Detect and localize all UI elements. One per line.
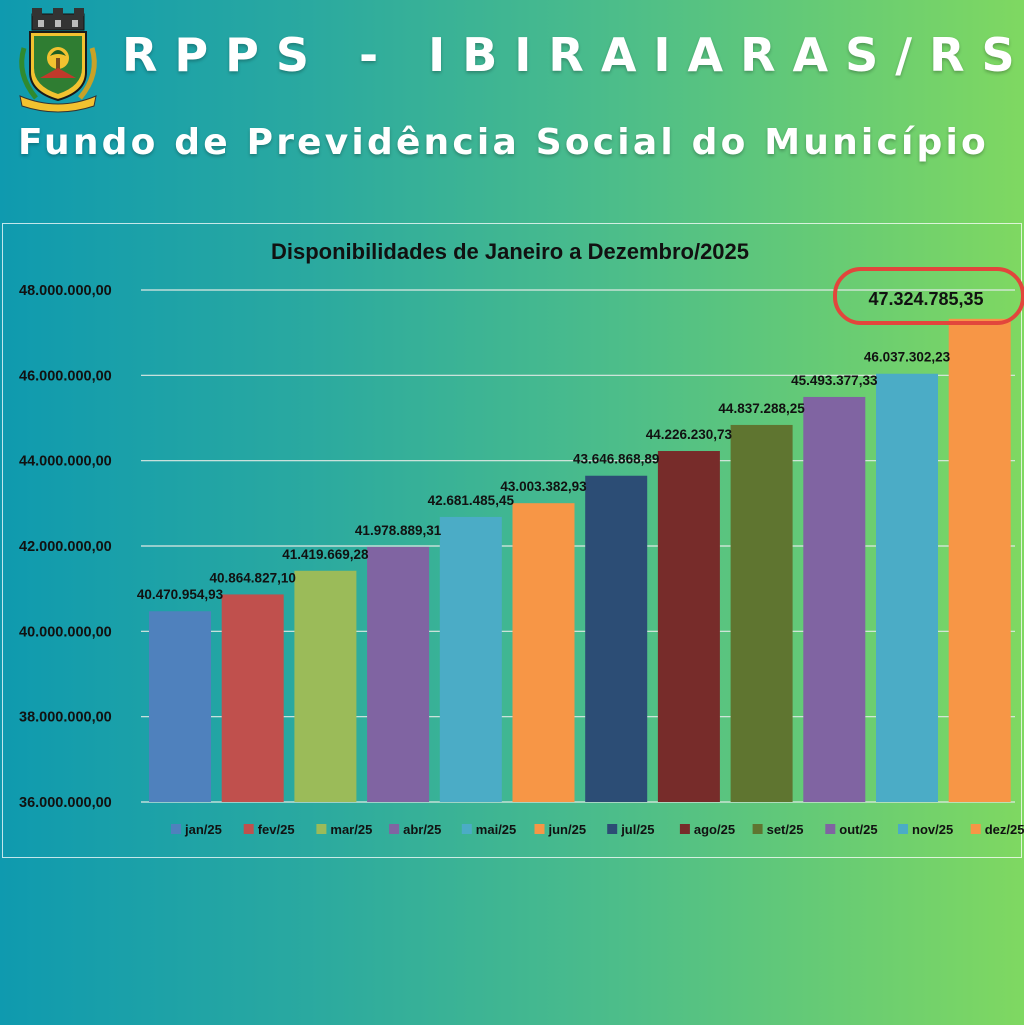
data-label: 43.003.382,93	[500, 479, 587, 494]
bar-jun-25	[512, 503, 575, 802]
page-subtitle: Fundo de Previdência Social do Município	[18, 122, 989, 163]
legend-swatch	[970, 824, 981, 834]
legend-label: fev/25	[258, 822, 295, 837]
crown-icon	[31, 8, 85, 31]
data-label: 46.037.302,23	[864, 350, 951, 365]
legend-swatch	[825, 824, 836, 834]
legend-label: jan/25	[184, 822, 222, 837]
legend-label: mar/25	[330, 822, 372, 837]
data-label: 47.324.785,35	[868, 289, 983, 309]
bar-mar-25	[294, 570, 357, 802]
legend-swatch	[461, 824, 472, 834]
legend-label: set/25	[767, 822, 804, 837]
legend: jan/25 fev/25 mar/25 abr/25 mai/25 jun/25 jul/…	[171, 822, 1024, 837]
ribbon-icon	[19, 95, 97, 113]
y-axis: 36.000.000,00 38.000.000,00 40.000.000,00 4…	[19, 283, 112, 811]
legend-label: mai/25	[476, 822, 516, 837]
coat-of-arms-logo	[19, 8, 97, 113]
data-label: 40.864.827,10	[210, 570, 296, 585]
data-labels: 40.470.954,93 40.864.827,10 41.419.669,28 4…	[137, 267, 1024, 602]
data-label: 45.493.377,33	[791, 373, 878, 388]
legend-swatch	[316, 824, 327, 834]
legend-swatch	[752, 824, 763, 834]
bar-fev-25	[221, 594, 284, 802]
legend-swatch	[679, 824, 690, 834]
y-tick-label: 48.000.000,00	[19, 283, 112, 299]
laurel-icon	[19, 47, 97, 100]
chart-frame: Disponibilidades de Janeiro a Dezembro/2…	[2, 223, 1024, 858]
shield-icon	[29, 31, 87, 102]
bar-jul-25	[585, 475, 648, 802]
legend-swatch	[171, 824, 181, 834]
bar-nov-25	[876, 373, 938, 802]
bar-ago-25	[657, 451, 720, 802]
legend-swatch	[243, 824, 254, 834]
legend-swatch	[534, 824, 545, 834]
data-label: 42.681.485,45	[428, 493, 515, 508]
bar-set-25	[730, 424, 793, 802]
gridlines	[141, 289, 1015, 803]
legend-swatch	[898, 824, 908, 834]
bar-dez-25	[948, 318, 1011, 802]
data-label: 40.470.954,93	[137, 587, 224, 602]
bar-mai-25	[439, 516, 502, 802]
legend-label: nov/25	[912, 822, 953, 837]
legend-label: abr/25	[403, 822, 441, 837]
data-label: 43.646.868,89	[573, 452, 659, 467]
bar-out-25	[803, 396, 866, 802]
legend-swatch	[607, 824, 618, 834]
legend-label: jul/25	[620, 822, 654, 837]
y-tick-label: 38.000.000,00	[19, 710, 112, 726]
highlight-ring	[833, 267, 1024, 325]
data-label: 44.226.230,73	[646, 427, 733, 442]
bar-jan-25	[149, 611, 211, 802]
bars	[149, 318, 1011, 802]
y-tick-label: 44.000.000,00	[19, 454, 112, 470]
data-label: 44.837.288,25	[718, 401, 805, 416]
y-tick-label: 46.000.000,00	[19, 368, 112, 384]
page-title: RPPS - IBIRAIARAS/RS	[122, 28, 1024, 82]
legend-label: out/25	[839, 822, 877, 837]
legend-swatch	[389, 824, 400, 834]
chart-title: Disponibilidades de Janeiro a Dezembro/2…	[271, 239, 749, 264]
y-tick-label: 40.000.000,00	[19, 624, 112, 640]
y-tick-label: 42.000.000,00	[19, 539, 112, 555]
legend-label: dez/25	[985, 822, 1024, 837]
y-tick-label: 36.000.000,00	[19, 795, 112, 811]
legend-label: ago/25	[694, 822, 735, 837]
legend-label: jun/25	[548, 822, 587, 837]
data-label: 41.978.889,31	[355, 523, 442, 538]
data-label: 41.419.669,28	[282, 547, 369, 562]
bar-abr-25	[367, 546, 430, 802]
